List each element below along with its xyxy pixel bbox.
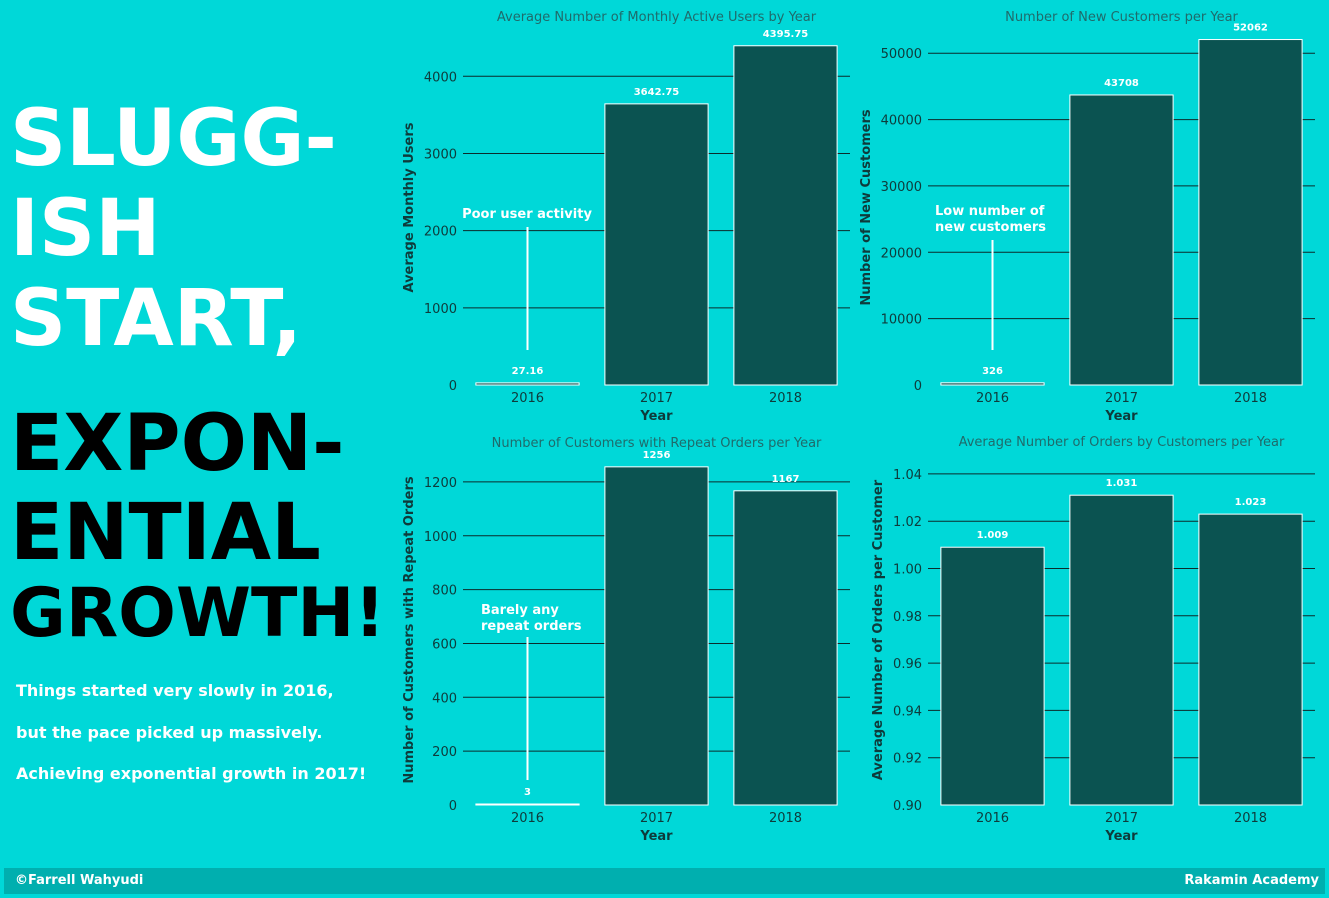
x-tick-label: 2016 xyxy=(976,811,1009,826)
footer-org: Rakamin Academy xyxy=(1184,873,1319,888)
y-tick-label: 0.94 xyxy=(893,704,922,719)
bar-2017 xyxy=(604,103,709,386)
y-tick-label: 0.98 xyxy=(893,610,922,625)
data-label: 1.009 xyxy=(977,530,1009,541)
x-tick-label: 2017 xyxy=(640,391,673,406)
annotation-text: Poor user activity xyxy=(462,207,592,222)
y-tick-label: 1.02 xyxy=(893,515,922,530)
x-tick-label: 2016 xyxy=(976,391,1009,406)
annotation-text: new customers xyxy=(935,220,1046,235)
headline-line-3: START, xyxy=(10,274,302,364)
x-axis-label: Year xyxy=(639,409,673,424)
y-tick-label: 1200 xyxy=(424,476,457,491)
y-tick-label: 2000 xyxy=(424,225,457,240)
y-tick-label: 4000 xyxy=(424,70,457,85)
footer-bar: ©Farrell Wahyudi Rakamin Academy xyxy=(4,868,1325,894)
bar-2017 xyxy=(1069,494,1174,806)
y-tick-label: 200 xyxy=(432,745,457,760)
headline-line-5: ENTIAL xyxy=(10,488,321,578)
x-tick-label: 2017 xyxy=(1105,391,1138,406)
y-tick-label: 1000 xyxy=(424,302,457,317)
y-tick-label: 0 xyxy=(914,379,922,394)
x-tick-label: 2016 xyxy=(511,391,544,406)
bar-2016 xyxy=(940,382,1045,386)
y-tick-label: 40000 xyxy=(881,114,922,129)
y-tick-label: 10000 xyxy=(881,313,922,328)
subtext-line-1: Things started very slowly in 2016, xyxy=(16,681,334,700)
x-tick-label: 2018 xyxy=(1234,391,1267,406)
bar-2018 xyxy=(733,45,838,386)
chart-title: Number of Customers with Repeat Orders p… xyxy=(492,436,822,451)
headline-line-2: ISH xyxy=(10,184,161,274)
data-label: 326 xyxy=(982,366,1003,377)
headline-line-6: GROWTH! xyxy=(10,574,386,653)
footer-author: ©Farrell Wahyudi xyxy=(15,873,144,888)
chart-title: Number of New Customers per Year xyxy=(1005,10,1238,25)
annotation-text: repeat orders xyxy=(481,619,582,634)
y-axis-label: Number of Customers with Repeat Orders xyxy=(402,476,417,783)
y-tick-label: 20000 xyxy=(881,246,922,261)
y-axis-label: Average Monthly Users xyxy=(402,122,417,292)
y-axis-label: Average Number of Orders per Customer xyxy=(871,479,886,780)
annotation-text: Barely any xyxy=(481,603,559,618)
y-tick-label: 1.04 xyxy=(893,468,922,483)
data-label: 1256 xyxy=(643,450,671,461)
y-tick-label: 1.00 xyxy=(893,563,922,578)
y-tick-label: 30000 xyxy=(881,180,922,195)
bar-2016 xyxy=(475,382,580,386)
x-tick-label: 2017 xyxy=(1105,811,1138,826)
data-label: 4395.75 xyxy=(763,29,809,40)
x-tick-label: 2016 xyxy=(511,811,544,826)
data-label: 27.16 xyxy=(512,366,544,377)
y-tick-label: 0.96 xyxy=(893,657,922,672)
x-axis-label: Year xyxy=(639,829,673,844)
data-label: 3642.75 xyxy=(634,87,680,98)
headline-line-1: SLUGG- xyxy=(10,94,337,184)
annotation-text: Low number of xyxy=(935,204,1045,219)
data-label: 1.023 xyxy=(1235,497,1267,508)
x-tick-label: 2018 xyxy=(769,811,802,826)
x-tick-label: 2018 xyxy=(1234,811,1267,826)
chart-title: Average Number of Monthly Active Users b… xyxy=(497,10,817,25)
data-label: 1167 xyxy=(772,474,800,485)
x-axis-label: Year xyxy=(1104,409,1138,424)
y-tick-label: 600 xyxy=(432,637,457,652)
data-label: 52062 xyxy=(1233,23,1268,34)
y-tick-label: 400 xyxy=(432,691,457,706)
y-tick-label: 0 xyxy=(449,379,457,394)
y-axis-label: Number of New Customers xyxy=(859,109,874,306)
chart-title: Average Number of Orders by Customers pe… xyxy=(959,435,1285,450)
data-label: 3 xyxy=(524,787,531,798)
bar-2017 xyxy=(1069,94,1174,386)
bar-2018 xyxy=(1198,39,1303,386)
y-tick-label: 0 xyxy=(449,799,457,814)
bar-2018 xyxy=(733,490,838,806)
y-tick-label: 1000 xyxy=(424,530,457,545)
x-axis-label: Year xyxy=(1104,829,1138,844)
subtext-line-2: but the pace picked up massively. xyxy=(16,723,323,742)
data-label: 1.031 xyxy=(1106,478,1138,489)
y-tick-label: 800 xyxy=(432,584,457,599)
y-tick-label: 50000 xyxy=(881,47,922,62)
subtext-line-3: Achieving exponential growth in 2017! xyxy=(16,764,367,783)
bar-2018 xyxy=(1198,513,1303,806)
headline-line-4: EXPON- xyxy=(10,399,345,489)
y-tick-label: 3000 xyxy=(424,147,457,162)
y-tick-label: 0.92 xyxy=(893,752,922,767)
bar-2017 xyxy=(604,466,709,806)
x-tick-label: 2017 xyxy=(640,811,673,826)
data-label: 43708 xyxy=(1104,78,1139,89)
y-tick-label: 0.90 xyxy=(893,799,922,814)
x-tick-label: 2018 xyxy=(769,391,802,406)
bar-2016 xyxy=(940,546,1045,806)
bar-2016 xyxy=(475,803,580,806)
